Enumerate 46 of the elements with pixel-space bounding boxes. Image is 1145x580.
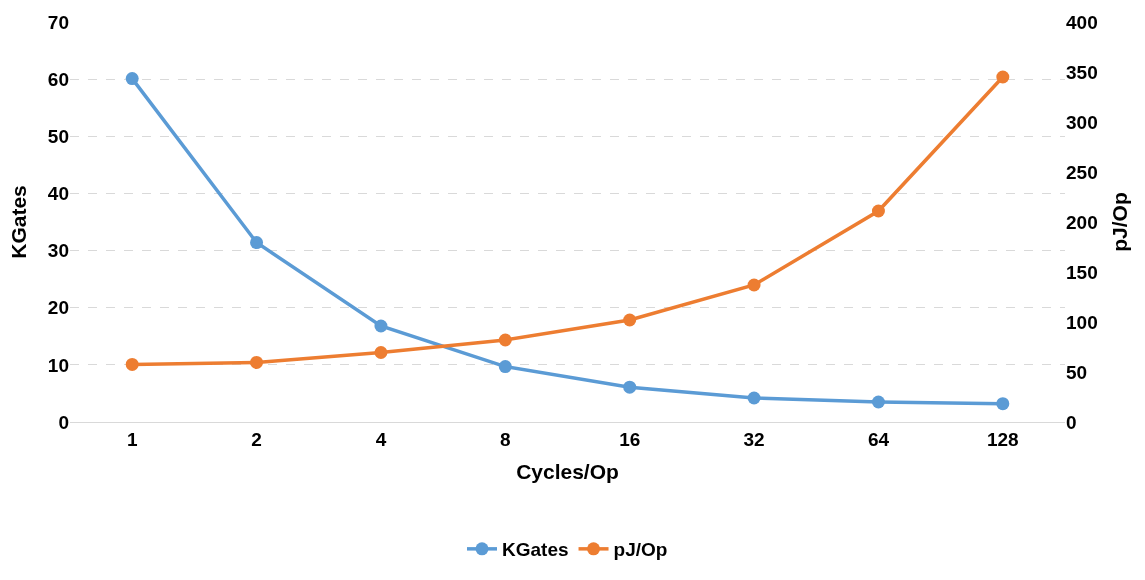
y-tick-label: 10 xyxy=(47,354,69,376)
y2-tick-label: 400 xyxy=(1066,11,1098,33)
y-tick-label: 70 xyxy=(47,11,69,33)
point xyxy=(498,360,512,374)
x-tick-label: 8 xyxy=(500,428,511,450)
point xyxy=(125,357,139,371)
point xyxy=(125,72,139,86)
x-tick-label: 16 xyxy=(619,428,641,450)
x-tick-label: 32 xyxy=(743,428,765,450)
point xyxy=(623,313,637,327)
x-tick-label: 1 xyxy=(126,428,138,450)
y-tick-label: 30 xyxy=(47,240,69,262)
y2-tick-label: 150 xyxy=(1066,261,1098,283)
y2-tick-label: 350 xyxy=(1066,61,1098,83)
y2-axis-title: pJ/Op xyxy=(1107,192,1131,252)
x-tick-label: 64 xyxy=(867,428,890,450)
point xyxy=(250,355,264,369)
y2-tick-label: 0 xyxy=(1066,411,1077,433)
x-tick-label: 2 xyxy=(251,428,262,450)
y-tick-label: 40 xyxy=(47,183,69,205)
point xyxy=(374,319,388,333)
point xyxy=(250,236,264,250)
x-axis-title: Cycles/Op xyxy=(516,460,619,483)
x-tick-label: 4 xyxy=(375,428,387,450)
y-tick-label: 50 xyxy=(47,125,69,147)
y-tick-label: 20 xyxy=(47,297,69,319)
point xyxy=(996,397,1010,411)
y-tick-label: 0 xyxy=(58,411,69,433)
y2-tick-label: 250 xyxy=(1066,161,1098,183)
y-tick-label: 60 xyxy=(47,68,69,90)
y-axis-title: KGates xyxy=(7,185,31,259)
point xyxy=(996,70,1010,84)
y2-tick-label: 100 xyxy=(1066,311,1098,333)
legend-label: pJ/Op xyxy=(613,539,668,561)
point xyxy=(871,204,885,218)
point xyxy=(623,380,637,394)
x-tick-label: 128 xyxy=(986,428,1019,450)
point xyxy=(374,346,388,359)
legend-label: KGates xyxy=(502,539,569,561)
point xyxy=(747,278,761,292)
point xyxy=(747,391,761,405)
y2-tick-label: 200 xyxy=(1066,211,1098,233)
y2-tick-label: 50 xyxy=(1066,361,1088,383)
y2-tick-label: 300 xyxy=(1066,111,1098,133)
point xyxy=(498,333,512,347)
point xyxy=(871,395,885,409)
